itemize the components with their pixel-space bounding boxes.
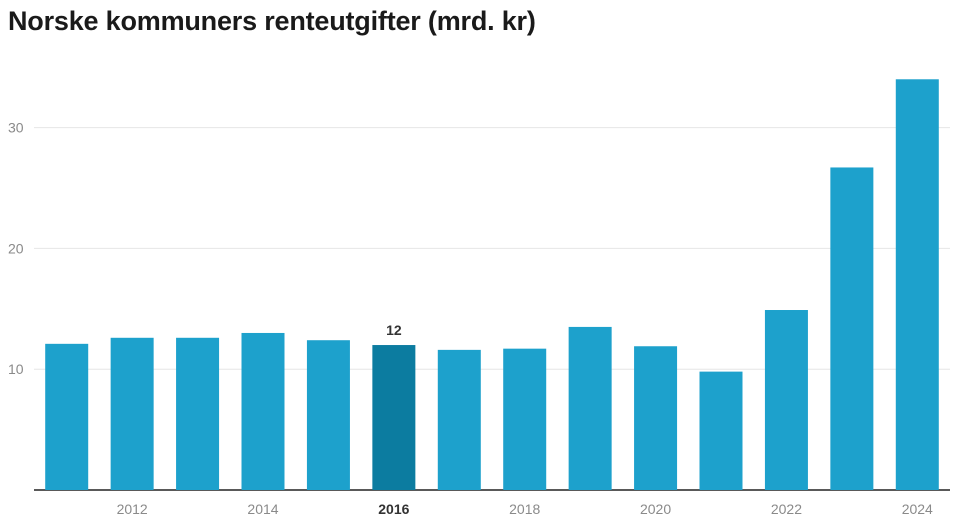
- bar-2018: [503, 348, 547, 490]
- x-tick-label: 2020: [640, 501, 671, 517]
- bar-2019: [568, 326, 612, 490]
- labels: 10 20 30 12 2012 2014 2016 2018 2020 2022 2024: [8, 120, 933, 517]
- x-tick-label: 2014: [247, 501, 278, 517]
- bar-2020: [634, 346, 678, 490]
- bar-2023: [830, 167, 874, 490]
- x-tick-label: 2012: [117, 501, 148, 517]
- bar-2017: [437, 349, 481, 490]
- x-tick-label: 2022: [771, 501, 802, 517]
- bar-2012: [110, 337, 154, 490]
- y-tick-label: 20: [8, 240, 24, 256]
- bars: [45, 79, 939, 490]
- bar-2021: [699, 371, 743, 490]
- data-label-2016: 12: [386, 322, 402, 338]
- y-tick-label: 30: [8, 120, 24, 136]
- chart-title: Norske kommuners renteutgifter (mrd. kr): [8, 6, 536, 36]
- gridlines: [34, 127, 950, 491]
- y-tick-label: 10: [8, 361, 24, 377]
- bar-2013: [176, 337, 220, 490]
- bar-2016: [372, 345, 416, 490]
- x-tick-label: 2016: [378, 501, 409, 517]
- x-tick-label: 2018: [509, 501, 540, 517]
- x-tick-label: 2024: [902, 501, 933, 517]
- bar-2024: [895, 79, 939, 490]
- bar-2014: [241, 332, 285, 490]
- bar-2015: [306, 340, 350, 490]
- bar-2022: [764, 310, 808, 490]
- bar-2011: [45, 343, 89, 490]
